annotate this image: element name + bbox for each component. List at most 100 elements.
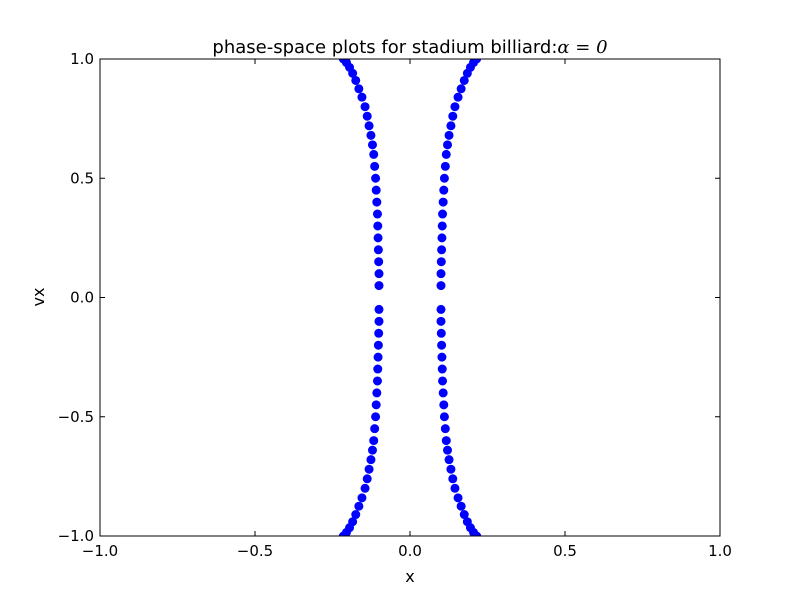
data-point [370,161,380,171]
data-point [444,455,454,465]
data-point [354,501,364,511]
y-tick-label: −0.5 [58,408,94,426]
data-layer [338,59,482,536]
plot-area [100,59,720,536]
data-point [437,352,447,362]
data-point [456,501,466,511]
chart-title-math: α = 0 [557,37,607,58]
x-tick-label: 0.5 [553,542,577,560]
data-point [437,340,447,350]
data-point [371,400,381,410]
data-point [436,316,446,326]
data-point [472,531,482,536]
data-point [367,140,377,150]
data-point [438,209,448,219]
data-point [367,445,377,455]
data-point [366,455,376,465]
data-point [369,149,379,159]
data-point [360,483,370,493]
data-point [453,92,463,102]
y-tick-label: 0.5 [70,169,94,187]
data-point [374,281,384,291]
data-point [448,474,458,484]
data-point [371,173,381,183]
data-point [456,84,466,94]
data-point [446,464,456,474]
data-point [364,464,374,474]
data-point [373,364,383,374]
data-point [338,531,348,536]
data-point [374,316,384,326]
data-point [443,445,453,455]
data-point [436,257,446,267]
data-point [372,376,382,386]
data-point [440,161,450,171]
data-point [371,185,381,195]
x-tick-label: 1.0 [708,542,732,560]
data-point [372,197,382,207]
x-tick-label: 0.0 [398,542,422,560]
data-point [436,328,446,338]
data-point [439,400,449,410]
data-point [439,412,449,422]
data-point [357,493,367,503]
data-point [370,424,380,434]
data-point [366,130,376,140]
data-point [437,245,447,255]
data-point [374,304,384,314]
data-point [437,221,447,231]
x-axis-label: x [405,567,414,586]
data-point [438,388,448,398]
data-point [459,75,469,85]
y-tick-labels: −1.0 −0.5 0.0 0.5 1.0 [58,50,94,545]
data-point [374,328,384,338]
data-point [372,209,382,219]
data-point [436,269,446,279]
series-left-branch [338,59,384,536]
data-point [373,352,383,362]
plot-frame [99,58,721,537]
data-point [439,173,449,183]
data-point [438,197,448,207]
data-point [436,281,446,291]
series-right-branch [436,59,482,536]
data-point [441,436,451,446]
data-point [360,102,370,112]
data-point [354,84,364,94]
data-point [438,376,448,386]
data-point [374,257,384,267]
x-tick-labels: −1.0 −0.5 0.0 0.5 1.0 [82,542,732,560]
data-point [373,233,383,243]
data-point [436,304,446,314]
data-point [371,412,381,422]
data-point [364,121,374,131]
y-tick-label: 1.0 [70,50,94,68]
data-point [448,111,458,121]
data-point [374,269,384,279]
data-point [439,185,449,195]
y-tick-label: −1.0 [58,527,94,545]
y-tick-label: 0.0 [70,289,94,307]
data-point [437,233,447,243]
x-tick-label: −0.5 [237,542,273,560]
data-point [351,75,361,85]
data-point [373,340,383,350]
data-point [437,364,447,374]
data-point [443,140,453,150]
data-point [453,493,463,503]
data-point [446,121,456,131]
data-point [362,474,372,484]
data-point [444,130,454,140]
data-point [357,92,367,102]
data-point [372,388,382,398]
data-point [373,221,383,231]
data-point [450,102,460,112]
y-axis-label: vx [29,288,48,307]
data-point [369,436,379,446]
data-point [440,424,450,434]
chart-title-text: phase-space plots for stadium billiard: [212,37,557,58]
chart-title: phase-space plots for stadium billiard:α… [212,37,607,58]
x-tick-label: −1.0 [82,542,118,560]
data-point [450,483,460,493]
